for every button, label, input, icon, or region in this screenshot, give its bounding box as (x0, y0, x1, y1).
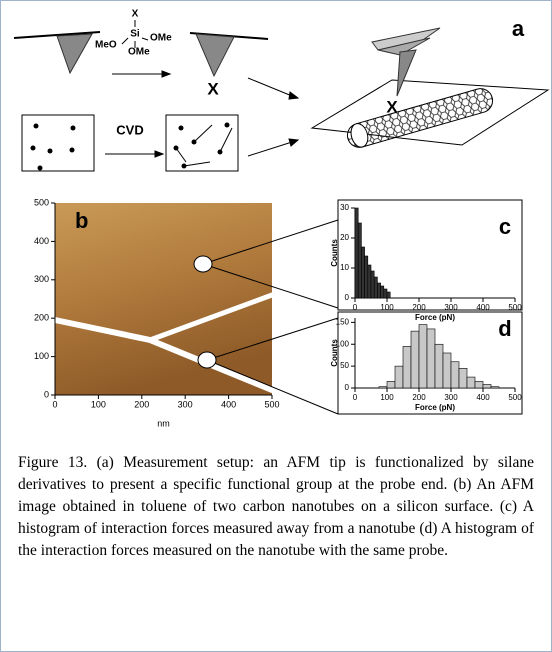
y-tick-label: 20 (340, 233, 349, 242)
x-axis-label: Force (pN) (415, 403, 455, 412)
x-tick-label: 200 (134, 399, 149, 409)
y-tick-label: 0 (44, 389, 49, 399)
x-tick-label: 200 (412, 393, 426, 402)
x-tick-label: 0 (353, 393, 358, 402)
x-tick-label: 400 (476, 393, 490, 402)
reagent-x: X (132, 9, 139, 20)
x-tick-label: 200 (412, 303, 426, 312)
bar (367, 264, 372, 299)
y-tick-label: 400 (34, 236, 49, 246)
bar (380, 285, 385, 299)
bar (418, 324, 428, 389)
afm-image (55, 203, 272, 395)
tip-group: X (207, 79, 219, 98)
caption: Figure 13. (a) Measurement setup: an AFM… (18, 454, 534, 559)
x-tick-label: 100 (380, 393, 394, 402)
probe-spot (193, 255, 213, 273)
y-tick-label: 150 (336, 317, 350, 326)
tip-group: X (386, 97, 398, 116)
bar (378, 386, 388, 389)
panel-label: b (75, 208, 88, 233)
bar (426, 328, 436, 389)
nanotube-lines (175, 124, 233, 167)
bar (394, 365, 404, 389)
x-axis-label: Force (pN) (415, 313, 455, 322)
nanotubes (52, 292, 275, 393)
x-tick-label: 400 (221, 399, 236, 409)
reagent-meo: MeO (95, 40, 117, 51)
x-tick-label: 300 (444, 393, 458, 402)
bar (370, 270, 375, 299)
reagent-ome: OMe (150, 33, 172, 44)
particles (30, 122, 230, 171)
y-tick-label: 0 (345, 383, 350, 392)
y-tick-label: 200 (34, 313, 49, 323)
scheme (13, 20, 550, 172)
y-tick-label: 100 (34, 351, 49, 361)
x-tick-label: 500 (264, 399, 279, 409)
bar (434, 343, 444, 389)
bar (410, 330, 420, 389)
panel-label: d (498, 316, 511, 341)
x-tick-label: 100 (380, 303, 394, 312)
bar (361, 246, 365, 299)
x-tick-label: 0 (52, 399, 57, 409)
cvd-label: CVD (116, 122, 143, 137)
y-tick-label: 500 (34, 197, 49, 207)
bar (386, 291, 391, 299)
bar (402, 346, 412, 389)
y-tick-label: 50 (340, 361, 349, 370)
x-tick-label: 300 (444, 303, 458, 312)
y-tick-label: 10 (340, 263, 349, 272)
x-tick-label: 0 (353, 303, 358, 312)
y-axis-label: Counts (330, 239, 339, 267)
x-tick-label: 100 (91, 399, 106, 409)
y-tick-label: 300 (34, 274, 49, 284)
probe-spot (197, 351, 217, 369)
bar (442, 352, 452, 389)
bar (490, 386, 500, 389)
bar (373, 276, 378, 299)
x-tick-label: 400 (476, 303, 490, 312)
bar (386, 381, 396, 389)
y-tick-label: 100 (336, 339, 350, 348)
reagent-ome: OMe (128, 47, 150, 58)
panel-label: c (499, 214, 511, 239)
bar (377, 282, 381, 299)
y-axis-label: Counts (330, 339, 339, 367)
bar (466, 376, 476, 389)
bar (364, 255, 369, 299)
reagent-si: Si (130, 29, 140, 40)
x-axis-label: nm (157, 418, 170, 428)
y-tick-label: 30 (340, 203, 349, 212)
bar (458, 368, 468, 389)
x-tick-label: 500 (508, 303, 522, 312)
zoom-lines (202, 199, 523, 415)
x-tick-label: 500 (508, 393, 522, 402)
x-tick-label: 300 (178, 399, 193, 409)
y-tick-label: 0 (345, 293, 350, 302)
bar (482, 384, 492, 389)
bar (474, 381, 484, 389)
bar (357, 222, 362, 299)
panel-label: a (512, 16, 525, 41)
bar (383, 288, 388, 299)
bar (450, 361, 460, 389)
bar (354, 207, 359, 299)
